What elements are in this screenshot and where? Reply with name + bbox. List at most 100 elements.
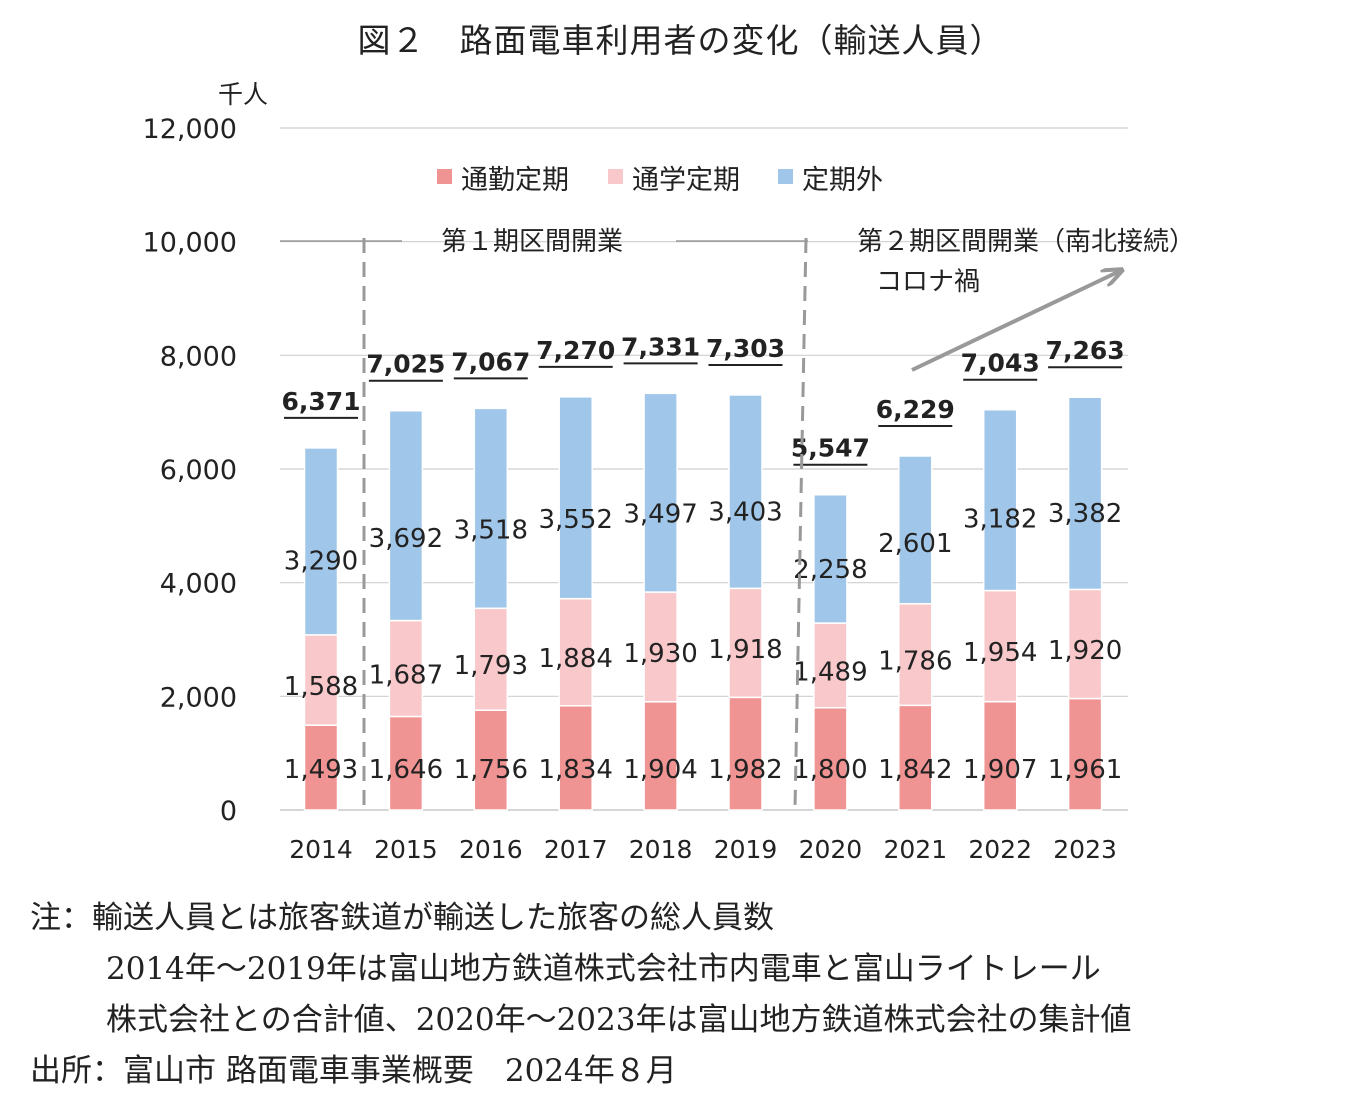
total-value-label: 7,043	[961, 349, 1040, 378]
segment-value-label: 1,756	[454, 755, 528, 785]
bar-segment	[473, 607, 509, 711]
x-tick-label: 2019	[714, 835, 778, 864]
segment-value-label: 1,800	[793, 755, 867, 785]
legend-swatch	[778, 169, 793, 184]
bar-segment	[643, 392, 678, 593]
segment-value-label: 1,920	[1048, 636, 1122, 666]
stacked-bar-chart: 0 2,000 4,000 6,000 8,000 10,000 12,000 千人 1,4…	[143, 80, 1195, 864]
segment-value-label: 1,961	[1048, 755, 1122, 785]
y-tick-label: 6,000	[160, 455, 237, 486]
total-value-label: 6,371	[281, 387, 360, 416]
bar-segment	[728, 696, 763, 811]
y-tick-label: 10,000	[143, 228, 237, 259]
y-tick-label: 8,000	[160, 341, 237, 372]
y-tick-label: 2,000	[160, 682, 237, 713]
bar-segment	[388, 715, 424, 811]
x-tick-label: 2020	[799, 835, 863, 864]
y-tick-label: 12,000	[143, 114, 237, 145]
y-tick-label: 0	[220, 796, 237, 827]
segment-value-label: 1,904	[623, 755, 697, 785]
note-line-3: 株式会社との合計値、2020年〜2023年は富山地方鉄道株式会社の集計値	[106, 1002, 1132, 1038]
bar-segment	[898, 455, 933, 605]
source-line: 出所：富山市 路面電車事業概要 2024年８月	[30, 1053, 677, 1089]
total-value-label: 6,229	[876, 395, 955, 424]
segment-value-label: 2,601	[878, 529, 952, 559]
bar-segment	[558, 597, 593, 707]
x-tick-label: 2022	[968, 835, 1032, 864]
note-line-1: 注：輸送人員とは旅客鉄道が輸送した旅客の総人員数	[30, 900, 774, 936]
total-value-label: 7,263	[1046, 336, 1125, 365]
segment-value-label: 1,884	[538, 644, 612, 674]
legend: 通勤定期 通学定期 定期外	[437, 165, 883, 196]
x-tick-label: 2017	[544, 835, 608, 864]
bar-segment	[728, 587, 763, 699]
bar-segment	[1067, 396, 1103, 591]
segment-value-label: 1,907	[963, 755, 1037, 785]
legend-swatch	[608, 169, 623, 184]
bar-segment	[898, 704, 933, 811]
segment-value-label: 1,646	[369, 755, 443, 785]
annotations: 第１期区間開業 第２期区間開業（南北接続） コロナ禍	[280, 227, 1195, 809]
bar-segment	[813, 706, 848, 811]
segment-value-label: 1,588	[284, 672, 358, 702]
x-tick-label: 2016	[459, 835, 523, 864]
y-unit-label: 千人	[218, 80, 268, 109]
x-tick-label: 2021	[883, 835, 947, 864]
chart-title: 図２ 路面電車利用者の変化（輸送人員）	[357, 21, 1004, 60]
legend-label: 通学定期	[632, 165, 740, 196]
segment-value-label: 1,982	[708, 755, 782, 785]
segment-value-label: 1,687	[369, 661, 443, 691]
segment-value-label: 3,692	[369, 524, 443, 554]
total-value-label: 7,067	[451, 347, 530, 376]
bar-segment	[813, 493, 848, 624]
segment-value-label: 1,493	[284, 755, 358, 785]
corona-label: コロナ禍	[876, 267, 980, 297]
total-value-label: 7,025	[366, 350, 445, 379]
segment-value-label: 3,382	[1048, 499, 1122, 529]
x-tick-label: 2018	[629, 835, 693, 864]
bar-segment	[388, 409, 424, 622]
bar-segment	[473, 709, 509, 811]
phase1-label: 第１期区間開業	[441, 227, 623, 257]
x-axis: 2014 2015 2016 2017 2018 2019 2020 2021 2022 2023	[289, 835, 1117, 864]
bar-segment	[813, 622, 848, 709]
segment-value-label: 1,489	[793, 657, 867, 687]
x-tick-label: 2015	[374, 835, 438, 864]
bar-segment	[558, 705, 593, 811]
total-value-label: 5,547	[791, 434, 870, 463]
recovery-arrow	[911, 270, 1122, 372]
bar-segment	[473, 407, 509, 610]
segment-value-label: 1,786	[878, 647, 952, 677]
legend-swatch	[437, 169, 452, 184]
x-tick-label: 2014	[289, 835, 353, 864]
segment-value-label: 3,403	[708, 498, 782, 528]
segment-value-label: 1,842	[878, 755, 952, 785]
total-value-label: 7,303	[706, 334, 785, 363]
segment-value-label: 1,834	[538, 755, 612, 785]
bar-segment	[1067, 588, 1103, 700]
bar-segment	[643, 701, 678, 811]
notes-block: 注：輸送人員とは旅客鉄道が輸送した旅客の総人員数 2014年〜2019年は富山地…	[30, 893, 1350, 1097]
legend-label: 定期外	[802, 165, 883, 196]
segment-value-label: 3,552	[538, 505, 612, 535]
bar-segment	[388, 619, 424, 718]
bar-segment	[643, 591, 678, 703]
bar-segment	[982, 408, 1018, 592]
y-tick-label: 4,000	[160, 569, 237, 600]
segment-value-label: 3,182	[963, 504, 1037, 534]
y-axis: 0 2,000 4,000 6,000 8,000 10,000 12,000	[143, 114, 237, 827]
x-tick-label: 2023	[1053, 835, 1117, 864]
bar-segment	[303, 447, 339, 636]
legend-label: 通勤定期	[461, 165, 569, 196]
segment-value-label: 1,930	[623, 639, 697, 669]
segment-value-label: 3,290	[284, 546, 358, 576]
phase2-divider	[793, 237, 808, 809]
total-value-label: 7,270	[536, 336, 615, 365]
bar-segment	[982, 700, 1018, 811]
bar-segment	[728, 394, 763, 590]
note-line-2: 2014年〜2019年は富山地方鉄道株式会社市内電車と富山ライトレール	[106, 951, 1101, 987]
segment-value-label: 3,497	[623, 500, 697, 530]
phase2-label: 第２期区間開業（南北接続）	[857, 227, 1195, 257]
segment-value-label: 2,258	[793, 555, 867, 585]
bars: 1,493 1,588 3,290 6,371 1,646 1,687 3,692 7,025…	[281, 332, 1125, 811]
